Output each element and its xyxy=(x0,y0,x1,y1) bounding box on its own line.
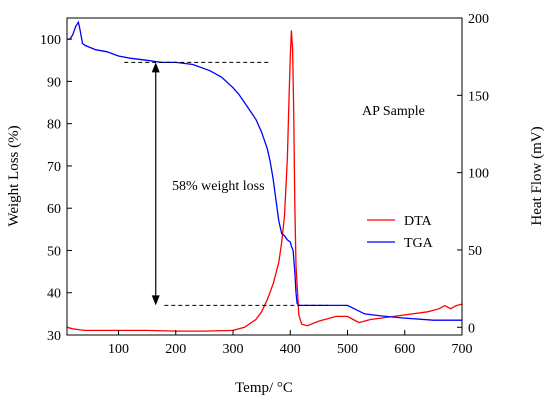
x-axis-label: Temp/ °C xyxy=(235,380,293,396)
y-axis-left: 30 40 50 60 70 80 90 100 xyxy=(40,33,72,344)
y-right-tick-label: 100 xyxy=(468,167,489,182)
y-left-tick-label: 80 xyxy=(47,118,61,133)
arrow-head-down xyxy=(151,295,160,306)
x-tick-label: 500 xyxy=(337,342,358,357)
y-left-tick-label: 70 xyxy=(47,160,61,175)
series-dta-line xyxy=(67,30,462,332)
x-tick-label: 700 xyxy=(452,342,473,357)
y-right-tick-label: 150 xyxy=(468,89,489,104)
plot-frame xyxy=(66,17,463,336)
x-tick-label: 200 xyxy=(165,342,186,357)
x-tick-label: 100 xyxy=(108,342,129,357)
y-axis-right-label: Heat Flow (mV) xyxy=(529,126,545,225)
y-left-tick-label: 90 xyxy=(47,75,61,90)
sample-label: AP Sample xyxy=(362,104,425,119)
y-left-tick-label: 60 xyxy=(47,202,61,217)
legend-tga-label: TGA xyxy=(404,236,434,251)
x-axis: 100 200 300 400 500 600 700 xyxy=(108,330,473,357)
x-tick-label: 300 xyxy=(223,342,244,357)
y-left-tick-label: 30 xyxy=(47,329,61,344)
series-tga-line xyxy=(67,20,462,321)
y-left-tick-label: 40 xyxy=(47,287,61,302)
x-tick-label: 600 xyxy=(394,342,415,357)
y-axis-left-label: Weight Loss (%) xyxy=(6,125,22,226)
arrow-head-up xyxy=(151,62,160,73)
y-right-tick-label: 50 xyxy=(468,244,482,259)
y-axis-right: 0 50 100 150 200 xyxy=(457,12,489,336)
y-right-tick-label: 200 xyxy=(468,12,489,27)
legend: DTA TGA xyxy=(367,214,434,251)
weight-loss-annotation: 58% weight loss xyxy=(172,179,265,194)
x-tick-label: 400 xyxy=(280,342,301,357)
legend-dta-label: DTA xyxy=(404,214,433,229)
y-right-tick-label: 0 xyxy=(468,321,475,336)
y-left-tick-label: 50 xyxy=(47,244,61,259)
y-left-tick-label: 100 xyxy=(40,33,61,48)
